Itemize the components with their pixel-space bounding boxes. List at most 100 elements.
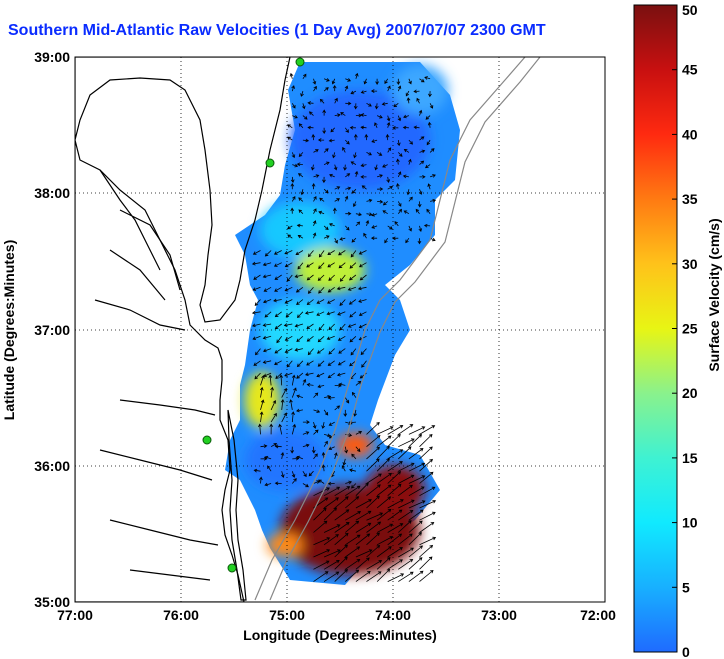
virginia-carolina-mainland xyxy=(75,139,245,602)
velocity-arrow xyxy=(328,421,335,426)
velocity-arrow xyxy=(297,262,304,270)
velocity-arrow xyxy=(334,532,349,546)
velocity-arrow xyxy=(338,382,346,387)
velocity-arrow xyxy=(298,123,304,129)
velocity-arrow xyxy=(408,570,424,582)
velocity-arrow xyxy=(329,173,335,178)
velocity-arrow xyxy=(377,199,384,204)
velocity-arrow xyxy=(313,429,319,435)
velocity-arrow xyxy=(302,115,308,120)
velocity-arrow xyxy=(307,287,314,294)
velocity-arrow xyxy=(365,220,370,227)
velocity-arrow xyxy=(398,571,414,582)
velocity-arrow xyxy=(381,102,388,106)
velocity-arrow xyxy=(326,335,335,340)
velocity-arrow xyxy=(384,237,389,244)
velocity-arrow xyxy=(334,569,348,582)
velocity-arrow xyxy=(294,274,303,279)
velocity-arrow xyxy=(387,509,403,521)
velocity-arrow xyxy=(398,474,415,484)
velocity-arrow xyxy=(416,97,420,104)
velocity-arrow xyxy=(297,173,304,178)
velocity-arrow xyxy=(313,85,317,92)
velocity-arrow xyxy=(374,122,378,128)
velocity-arrow xyxy=(337,311,346,316)
velocity-arrow xyxy=(366,446,380,460)
slow-core-north xyxy=(290,90,430,190)
velocity-arrow xyxy=(334,486,351,497)
velocity-arrow xyxy=(323,486,341,497)
velocity-arrow xyxy=(280,452,285,459)
velocity-arrow xyxy=(408,196,413,202)
velocity-arrow xyxy=(312,78,317,85)
velocity-arrow xyxy=(402,125,409,130)
velocity-arrow xyxy=(382,201,388,206)
velocity-arrow xyxy=(430,198,437,203)
velocity-arrow xyxy=(339,299,346,306)
velocity-arrow xyxy=(398,533,413,546)
velocity-arrow xyxy=(337,360,346,366)
velocity-arrow xyxy=(295,286,304,293)
velocity-arrow xyxy=(357,286,367,291)
velocity-arrow xyxy=(345,485,361,497)
velocity-arrow xyxy=(350,250,357,258)
velocity-arrow xyxy=(408,434,423,447)
velocity-arrow xyxy=(344,85,349,92)
colorbar-gradient xyxy=(633,4,678,653)
velocity-arrow xyxy=(359,274,367,281)
velocity-arrow xyxy=(345,173,351,178)
velocity-arrow xyxy=(301,103,306,110)
velocity-arrow xyxy=(398,446,412,460)
velocity-arrow xyxy=(264,311,272,318)
velocity-arrow xyxy=(291,387,297,398)
velocity-arrow xyxy=(355,430,363,435)
velocity-arrow xyxy=(306,382,314,387)
velocity-arrow xyxy=(323,549,341,558)
velocity-arrow xyxy=(417,201,422,208)
velocity-arrow xyxy=(290,446,295,454)
velocity-arrow xyxy=(345,78,352,82)
colorbar-tick-label: 30 xyxy=(682,256,698,272)
velocity-arrow xyxy=(402,174,409,179)
velocity-arrow xyxy=(376,426,394,435)
velocity-arrow xyxy=(341,465,346,472)
velocity-arrow xyxy=(405,90,410,97)
velocity-arrow xyxy=(254,372,261,380)
velocity-arrow xyxy=(336,286,346,291)
velocity-arrow xyxy=(408,462,426,472)
velocity-arrow xyxy=(345,225,350,231)
velocity-arrow xyxy=(419,160,425,165)
velocity-arrow xyxy=(417,238,422,245)
velocity-arrow xyxy=(302,420,310,424)
velocity-arrow xyxy=(408,78,412,85)
velocity-arrow xyxy=(260,374,265,386)
velocity-arrow xyxy=(371,225,378,229)
velocity-arrow xyxy=(377,187,384,191)
velocity-arrow xyxy=(363,78,368,85)
velocity-arrow xyxy=(349,311,357,318)
velocity-arrow xyxy=(427,121,432,128)
velocity-arrow xyxy=(313,196,317,202)
velocity-arrow xyxy=(284,299,293,304)
velocity-arrow xyxy=(397,115,402,122)
velocity-arrow xyxy=(287,124,293,129)
velocity-arrow xyxy=(419,149,426,154)
velocity-arrow xyxy=(296,311,304,319)
velocity-arrow xyxy=(317,360,325,367)
velocity-arrow xyxy=(397,208,402,214)
velocity-arrow xyxy=(423,223,431,228)
velocity-arrow xyxy=(289,72,294,79)
velocity-arrow xyxy=(334,405,341,411)
velocity-arrow xyxy=(334,238,338,244)
velocity-arrow xyxy=(323,409,329,416)
velocity-arrow xyxy=(387,483,402,497)
velocity-arrow xyxy=(366,458,380,472)
velocity-arrow xyxy=(387,461,403,472)
velocity-arrow xyxy=(398,520,412,533)
velocity-arrow xyxy=(360,163,367,168)
velocity-arrow xyxy=(360,348,367,356)
velocity-arrow xyxy=(419,556,433,570)
velocity-arrow xyxy=(311,133,316,141)
velocity-arrow xyxy=(387,186,394,190)
velocity-arrow xyxy=(408,509,424,521)
